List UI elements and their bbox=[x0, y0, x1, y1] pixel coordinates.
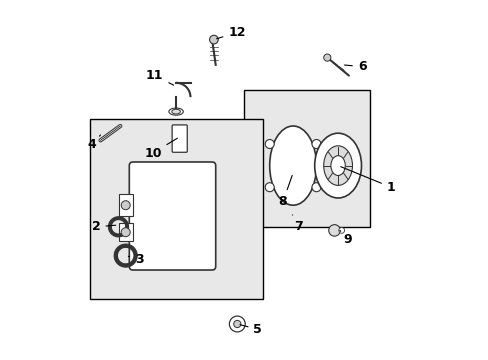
Ellipse shape bbox=[171, 109, 180, 114]
Circle shape bbox=[328, 225, 340, 236]
Text: 12: 12 bbox=[216, 26, 245, 39]
Circle shape bbox=[233, 320, 241, 328]
Text: 3: 3 bbox=[128, 253, 143, 266]
Circle shape bbox=[209, 35, 218, 44]
Text: 6: 6 bbox=[344, 60, 366, 73]
Text: 2: 2 bbox=[92, 220, 116, 233]
Ellipse shape bbox=[264, 140, 274, 149]
Ellipse shape bbox=[311, 183, 320, 192]
Ellipse shape bbox=[121, 228, 130, 237]
Text: 9: 9 bbox=[339, 230, 351, 246]
Ellipse shape bbox=[311, 140, 320, 149]
FancyBboxPatch shape bbox=[129, 162, 215, 270]
Text: 10: 10 bbox=[144, 138, 177, 159]
Text: 11: 11 bbox=[146, 69, 173, 85]
Bar bbox=[118, 194, 133, 216]
Text: 4: 4 bbox=[88, 135, 101, 150]
Circle shape bbox=[338, 228, 344, 233]
Ellipse shape bbox=[168, 108, 183, 115]
Bar bbox=[89, 119, 262, 299]
Text: 5: 5 bbox=[240, 323, 262, 336]
FancyBboxPatch shape bbox=[172, 125, 187, 152]
Ellipse shape bbox=[264, 183, 274, 192]
Circle shape bbox=[229, 316, 244, 332]
Ellipse shape bbox=[121, 201, 130, 210]
Circle shape bbox=[323, 54, 330, 61]
Bar bbox=[118, 223, 133, 241]
Ellipse shape bbox=[330, 156, 345, 176]
Text: 1: 1 bbox=[340, 167, 395, 194]
Ellipse shape bbox=[314, 133, 361, 198]
Ellipse shape bbox=[269, 126, 316, 205]
Bar bbox=[244, 90, 370, 227]
Text: 8: 8 bbox=[278, 175, 292, 208]
Text: 7: 7 bbox=[292, 215, 302, 233]
Ellipse shape bbox=[323, 146, 352, 185]
